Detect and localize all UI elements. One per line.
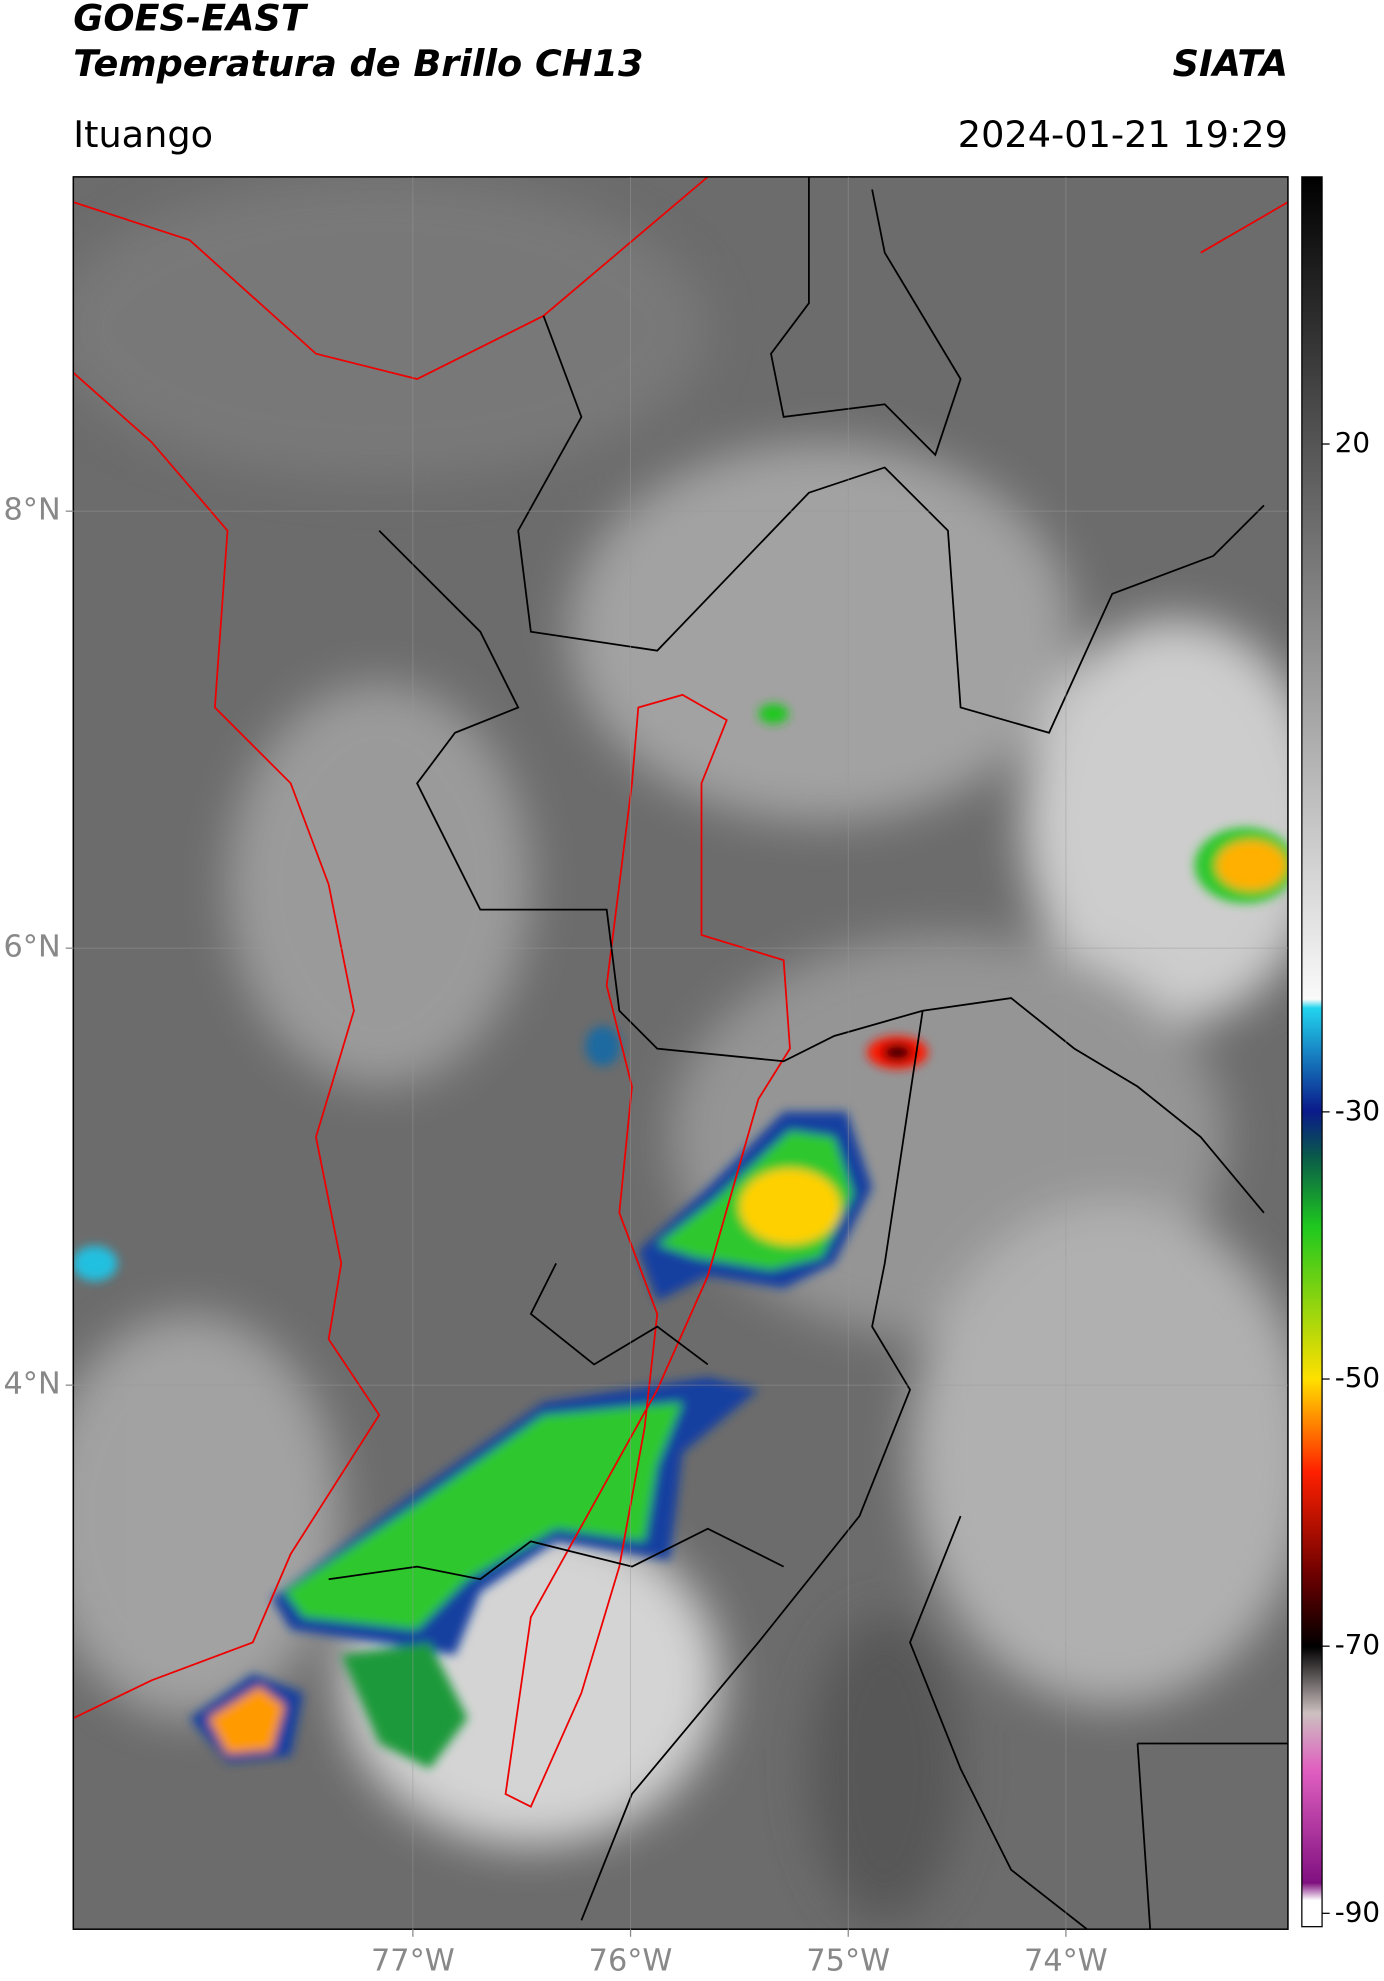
x-tick-label: 74°W	[1024, 1944, 1108, 1979]
colorbar-tick-label: -70	[1335, 1628, 1380, 1661]
y-tick-label: 4°N	[4, 1367, 61, 1402]
y-tick-label: 8°N	[4, 493, 61, 528]
x-tick-label: 75°W	[806, 1944, 890, 1979]
colorbar-tick-label: -30	[1335, 1094, 1380, 1127]
satellite-image	[73, 176, 1288, 1930]
satellite: GOES-EAST	[73, 0, 309, 40]
location: Ituango	[73, 113, 213, 156]
colorbar	[1301, 176, 1323, 1928]
datetime: 2024-01-21 19:29	[958, 113, 1288, 156]
agency: SIATA	[1173, 42, 1288, 85]
axes: 77°W 76°W 75°W 74°W 8°N 6°N 4°N 20 -30 -50 -70 -90	[4, 176, 1380, 1979]
plot-frame	[72, 176, 1289, 1930]
colorbar-tick-label: -50	[1335, 1361, 1380, 1394]
x-tick-label: 76°W	[589, 1944, 673, 1979]
colorbar-tick-label: 20	[1335, 426, 1370, 459]
colorbar-tick-label: -90	[1335, 1895, 1380, 1928]
y-tick-label: 6°N	[4, 930, 61, 965]
x-tick-label: 77°W	[371, 1944, 455, 1979]
product: Temperatura de Brillo CH13	[73, 42, 643, 85]
